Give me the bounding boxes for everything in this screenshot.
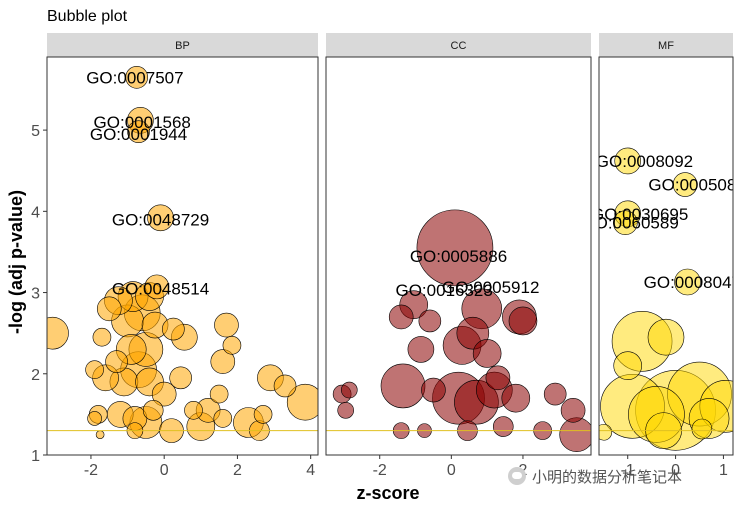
bubble-point [599,423,613,441]
bubble-point [47,316,69,350]
bubble-point [87,411,102,426]
bubble-point [169,366,192,390]
bubble-point [543,382,567,406]
bubble-point [162,317,185,341]
go-term-label: GO:0001944 [90,125,187,144]
bubble-point [691,418,713,440]
go-term-label: GO:0048514 [112,279,209,298]
facet-strip [326,33,591,57]
facet-strip [599,33,733,57]
bubble-point [674,268,701,296]
watermark-text: 小明的数据分析笔记本 [532,468,683,486]
bubble-point [95,430,105,439]
panel-plot-area: GO:0008092 GO:0005083 GO:0030695GO:0060589… [581,147,738,451]
bubble-point [105,350,128,373]
bubble-point [508,306,538,336]
y-axis: 1 2 3 4 5 [31,123,47,465]
x-tick-label: 2 [233,462,242,479]
go-term-label: GO:0030695 [591,205,688,224]
bubble-point [85,360,104,380]
x-tick-label: 0 [160,462,169,479]
bubble-point [96,296,122,322]
bubble-point [214,312,239,338]
watermark: 小明的数据分析笔记本 [508,466,682,487]
bubble-point [647,318,685,356]
x-tick-label: 0 [447,462,456,479]
wechat-icon [508,467,526,485]
bubble-point [416,209,494,287]
bubble-point [613,351,643,380]
bubble-point [147,204,174,232]
bubble-point [209,384,229,404]
chart-title: Bubble plot [47,8,128,25]
x-tick-label: -2 [84,462,98,479]
x-tick-label: 1 [719,462,728,479]
bubble-point [340,381,358,399]
bubble-point [407,336,435,363]
facet-strip-label: BP [175,40,190,52]
y-tick-label: 1 [31,448,40,465]
bubble-point [127,120,150,144]
go-term-label: GO:0060589 [581,214,678,233]
bubble-point [142,400,164,421]
bubble-point [501,383,531,413]
go-term-label: GO:0048729 [112,210,209,229]
bubble-point [560,398,586,423]
y-tick-label: 2 [31,367,40,384]
bubble-point [472,339,502,368]
bubble-point [273,374,297,398]
bubble-point [559,417,591,452]
go-term-label: GO:0001568 [94,113,191,132]
bubble-point [144,274,170,300]
go-term-label: GO:0008047 [644,273,738,292]
go-term-label: GO:0007507 [86,68,183,87]
panel-mf: MF GO:0008092 GO:0005083 GO:0030695GO:00605… [581,33,738,479]
bubble-point [380,363,426,409]
bubble-point [337,402,354,419]
panel-border [46,56,319,456]
x-tick-label: 4 [306,462,315,479]
facet-strip [47,33,318,57]
facet-panels: 12345BPGO:0007507GO:0001568GO:0001944GO:… [31,33,738,479]
bubble-point [92,327,112,347]
bubble-point [210,349,236,374]
bubble-point [485,365,511,391]
bubble-point [151,381,177,407]
y-tick-label: 4 [31,204,40,221]
y-axis-label: -log (adj p-value) [6,190,26,334]
facet-strip-label: CC [451,40,467,52]
bubble-point [421,377,446,403]
bubble-point [125,66,149,89]
go-term-label: GO:0005083 [648,176,738,195]
bubble-point [184,401,203,420]
bubble-point [613,210,638,235]
y-tick-label: 5 [31,123,40,140]
x-tick-label: 0 [671,462,680,479]
bubble-point [388,304,414,330]
go-term-label: GO:0016323 [395,281,492,300]
x-axis-label: z-score [356,483,419,503]
bubble-point [418,309,442,333]
x-tick-label: -1 [621,462,635,479]
y-tick-label: 3 [31,286,40,303]
bubble-point [213,409,233,428]
bubble-point [614,147,642,175]
panel-border [325,56,592,456]
bubble-point [286,383,318,421]
x-tick-label: -2 [373,462,387,479]
go-term-label: GO:0005912 [442,278,539,297]
go-term-label: GO:0008092 [596,152,693,171]
bubble-point [253,405,273,424]
bubble-point [222,336,242,355]
bubble-point [672,172,698,197]
facet-strip-label: MF [658,40,674,52]
panel-border [598,56,734,456]
bubble-point [492,416,514,437]
go-term-label: GO:0005886 [410,247,507,266]
